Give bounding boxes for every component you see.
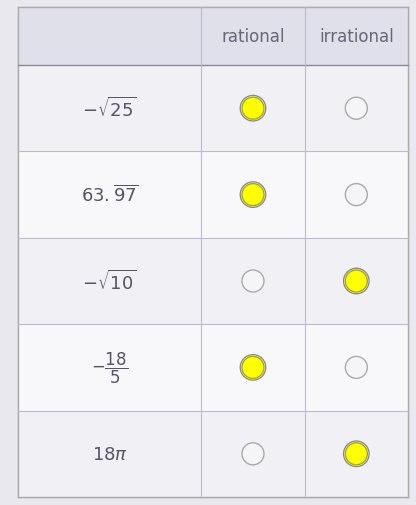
Text: $-\sqrt{25}$: $-\sqrt{25}$ bbox=[82, 97, 137, 121]
Circle shape bbox=[241, 97, 265, 121]
Bar bbox=[18, 325, 408, 411]
Bar bbox=[18, 66, 408, 152]
Circle shape bbox=[242, 98, 264, 120]
Bar bbox=[18, 8, 408, 66]
Circle shape bbox=[242, 443, 264, 465]
Circle shape bbox=[344, 269, 369, 293]
Circle shape bbox=[241, 356, 265, 380]
Circle shape bbox=[345, 271, 367, 292]
Text: $63.\overline{97}$: $63.\overline{97}$ bbox=[81, 184, 138, 206]
Circle shape bbox=[343, 268, 370, 295]
Text: rational: rational bbox=[221, 28, 285, 46]
Bar bbox=[18, 238, 408, 325]
Text: $18\pi$: $18\pi$ bbox=[92, 445, 128, 463]
Circle shape bbox=[240, 355, 266, 381]
Circle shape bbox=[241, 183, 265, 207]
Text: irrational: irrational bbox=[319, 28, 394, 46]
Circle shape bbox=[242, 271, 264, 292]
Circle shape bbox=[343, 440, 370, 467]
Circle shape bbox=[345, 443, 367, 465]
Bar bbox=[18, 411, 408, 497]
Text: $-\dfrac{18}{5}$: $-\dfrac{18}{5}$ bbox=[91, 350, 128, 385]
Circle shape bbox=[345, 98, 367, 120]
Circle shape bbox=[240, 182, 266, 209]
Circle shape bbox=[242, 357, 264, 379]
Circle shape bbox=[242, 184, 264, 206]
Circle shape bbox=[240, 95, 266, 122]
Circle shape bbox=[344, 442, 369, 466]
Circle shape bbox=[345, 357, 367, 379]
Circle shape bbox=[345, 184, 367, 206]
Bar bbox=[18, 152, 408, 238]
Text: $-\sqrt{10}$: $-\sqrt{10}$ bbox=[82, 269, 137, 293]
